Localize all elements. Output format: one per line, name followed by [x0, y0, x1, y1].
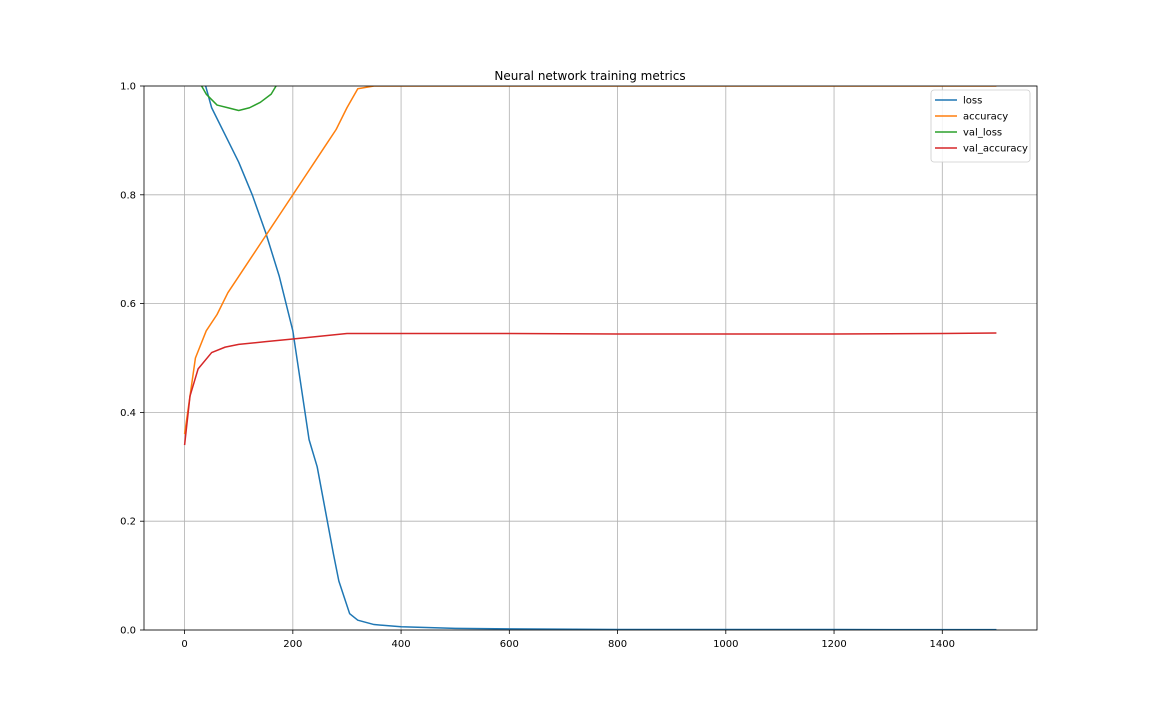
x-tick-label: 1400	[930, 639, 955, 650]
legend-box	[930, 89, 1031, 163]
y-tick-label: 1.0	[120, 82, 136, 93]
x-tick-label: 1000	[713, 639, 738, 650]
plot-frame	[143, 85, 1038, 631]
legend-label: val_accuracy	[963, 144, 1028, 155]
chart-title: Neural network training metrics	[494, 69, 685, 83]
x-tick-label: 600	[500, 639, 519, 650]
series-lines	[183, 86, 997, 630]
y-tick-label: 0.8	[120, 190, 136, 201]
legend-label: accuracy	[963, 112, 1008, 123]
x-tick-label: 800	[608, 639, 627, 650]
x-tick-label: 1200	[821, 639, 846, 650]
y-axis-ticks: 0.0 0.2 0.4 0.6 0.8 1.0	[120, 82, 144, 637]
legend-label: val_loss	[963, 128, 1002, 139]
series-line-val-accuracy	[183, 332, 997, 446]
x-tick-label: 200	[283, 639, 302, 650]
y-tick-label: 0.0	[120, 626, 136, 637]
series-line-accuracy	[183, 86, 997, 435]
series-line-loss	[204, 86, 997, 630]
x-tick-label: 0	[181, 639, 187, 650]
y-tick-label: 0.4	[120, 408, 136, 419]
y-tick-label: 0.6	[120, 299, 136, 310]
series-line-val-loss	[200, 86, 277, 112]
legend-label: loss	[963, 96, 982, 107]
y-tick-label: 0.2	[120, 517, 136, 528]
x-tick-label: 400	[392, 639, 411, 650]
x-axis-ticks: 0 200 400 600 800 1000 1200 1400	[181, 630, 955, 650]
legend: loss accuracy val_loss val_accuracy	[930, 89, 1031, 163]
